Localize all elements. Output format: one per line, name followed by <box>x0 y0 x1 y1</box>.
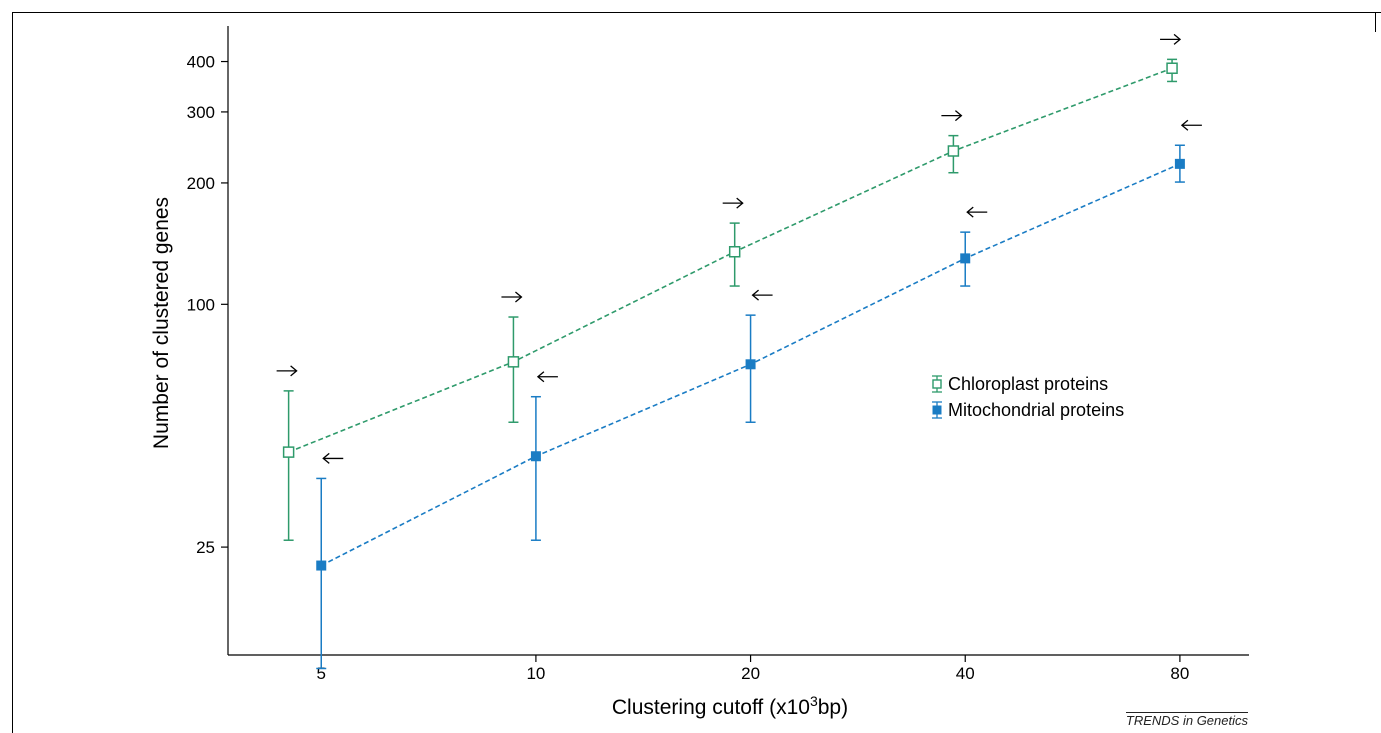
series-line <box>288 67 1173 453</box>
data-point <box>530 451 541 462</box>
x-ticks: 5 10 20 40 80 <box>317 655 1189 683</box>
arrow-left-icon <box>966 206 988 218</box>
legend-item: Chloroplast proteins <box>932 374 1108 394</box>
figure-frame-top <box>12 12 1381 13</box>
arrow-head <box>736 197 744 209</box>
y-tick-label: 400 <box>187 53 215 72</box>
arrow-left-icon <box>1180 119 1202 131</box>
arrow-left-icon <box>751 289 773 301</box>
figure-frame-left <box>12 12 13 733</box>
arrow-head <box>322 452 330 464</box>
legend-label: Chloroplast proteins <box>948 374 1108 394</box>
arrow-left-icon <box>536 371 558 383</box>
data-point <box>282 446 295 458</box>
legend-label: Mitochondrial proteins <box>948 400 1124 420</box>
x-tick-label: 80 <box>1170 664 1189 683</box>
data-point <box>1166 62 1178 74</box>
arrow-right-icon <box>941 110 963 122</box>
arrow-left-icon <box>322 452 344 464</box>
data-point <box>745 359 756 370</box>
arrow-right-icon <box>1160 33 1182 45</box>
x-tick-label: 10 <box>526 664 545 683</box>
y-ticks: 25 100 200 300 400 <box>187 53 228 557</box>
y-tick-label: 200 <box>187 174 215 193</box>
data-point <box>316 560 327 571</box>
source-caption: TRENDS in Genetics <box>1125 712 1248 728</box>
arrow-head <box>954 110 963 122</box>
x-tick-label: 20 <box>741 664 760 683</box>
arrow-head <box>536 371 545 383</box>
arrow-right-icon <box>276 365 298 377</box>
x-axis-title: Clustering cutoff (x103bp) <box>612 693 848 719</box>
data-point <box>960 253 971 264</box>
arrow-head <box>751 289 759 301</box>
data-point <box>728 246 741 258</box>
arrow-right-icon <box>501 291 523 303</box>
legend-marker <box>932 379 942 389</box>
y-tick-label: 25 <box>196 538 215 557</box>
legend-marker <box>932 405 942 415</box>
figure-frame-right <box>1375 12 1376 32</box>
arrow-head <box>1173 33 1182 45</box>
arrow-head <box>966 206 974 218</box>
x-tick-label: 5 <box>317 664 326 683</box>
legend-item: Mitochondrial proteins <box>932 400 1124 420</box>
arrow-head <box>290 365 298 377</box>
data-point <box>1174 158 1185 169</box>
y-tick-label: 100 <box>187 295 215 314</box>
x-tick-label: 40 <box>956 664 975 683</box>
y-tick-label: 300 <box>187 103 215 122</box>
legend: Chloroplast proteins Mitochondrial protei… <box>932 374 1124 420</box>
arrow-right-icon <box>722 197 744 209</box>
arrow-head <box>1180 119 1189 131</box>
arrow-head <box>515 291 523 303</box>
axes <box>227 26 1249 656</box>
series-layer <box>276 33 1202 670</box>
series-mitochondrial <box>316 119 1202 670</box>
data-point <box>947 145 960 157</box>
series-chloroplast <box>276 33 1182 541</box>
y-axis-title: Number of clustered genes <box>150 197 173 449</box>
data-point <box>507 356 520 368</box>
